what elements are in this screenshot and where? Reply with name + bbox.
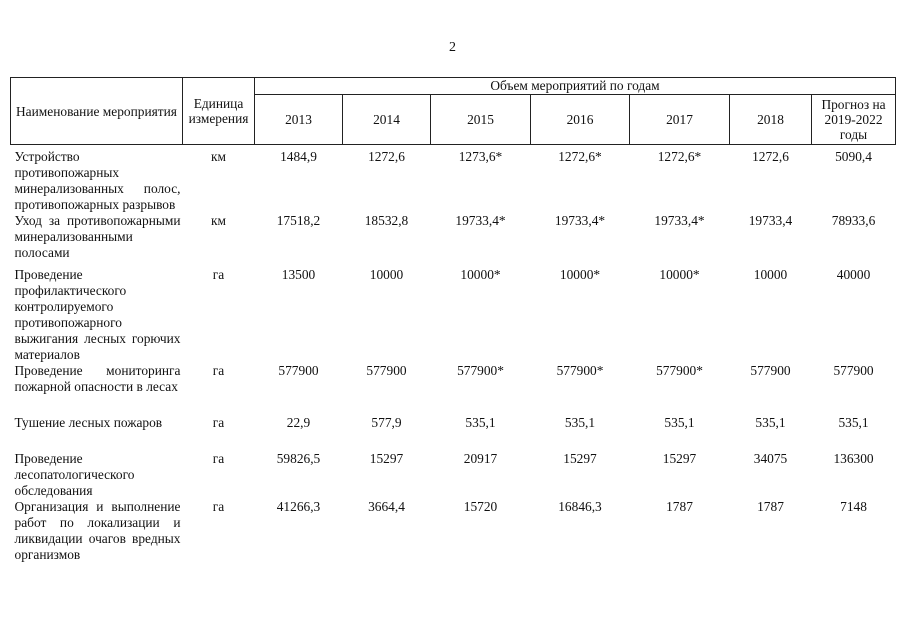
row-name: Проведение монито­ринга пожарной опас­но… <box>14 363 181 394</box>
row-value: 19733,4* <box>554 213 606 228</box>
row-value: 10000* <box>460 267 501 282</box>
row-value: 15720 <box>463 499 498 514</box>
row-name: Проведение профилак­тического контроли­р… <box>14 267 181 362</box>
table-row: Тушение лесных пожа­ров га 22,9 577,9 535,1 5… <box>11 415 896 451</box>
row-value: 1272,6* <box>657 149 702 164</box>
row-value: 40000 <box>836 267 871 282</box>
row-value: 15297 <box>662 451 697 466</box>
row-value: 59826,5 <box>276 451 321 466</box>
row-value: 18532,8 <box>364 213 409 228</box>
row-unit: га <box>212 415 225 430</box>
row-unit: га <box>212 499 225 514</box>
row-value: 1273,6* <box>458 149 503 164</box>
header-year: 2014 <box>342 94 431 145</box>
row-name: Организация и выпол­нение работ по локал… <box>14 499 181 562</box>
row-name: Проведение лесопато­логического обследов… <box>14 451 135 498</box>
header-year: 2018 <box>729 94 812 145</box>
table-row: Уход за противопожар­ными минерализо­ван… <box>11 213 896 267</box>
header-year: 2017 <box>629 94 730 145</box>
row-value: 17518,2 <box>276 213 321 228</box>
header-year: 2016 <box>530 94 630 145</box>
row-value: 577900 <box>833 363 874 378</box>
header-year: 2015 <box>430 94 531 145</box>
row-unit: га <box>212 267 225 282</box>
table-row: Устройство противо­пожарных минерализо­в… <box>11 145 896 214</box>
header-year: 2013 <box>254 94 343 145</box>
row-value: 41266,3 <box>276 499 321 514</box>
row-value: 577900 <box>366 363 407 378</box>
row-value: 19733,4 <box>748 213 793 228</box>
row-value: 19733,4* <box>654 213 705 228</box>
row-value: 535,1 <box>838 415 869 430</box>
row-value: 10000 <box>369 267 404 282</box>
row-unit: км <box>211 149 226 164</box>
row-name: Тушение лесных пожа­ров <box>14 415 163 430</box>
row-value: 1787 <box>757 499 784 514</box>
table-header: Наименование мероприятия Единица изме­ре… <box>10 77 897 145</box>
row-value: 34075 <box>753 451 788 466</box>
row-value: 22,9 <box>286 415 311 430</box>
row-value: 136300 <box>833 451 874 466</box>
row-value: 1272,6 <box>752 149 789 164</box>
row-value: 535,1 <box>465 415 496 430</box>
row-value: 10000* <box>659 267 700 282</box>
table-row: Организация и выпол­нение работ по локал… <box>11 499 896 589</box>
header-forecast: Прогноз на 2019-2022 годы <box>810 94 897 145</box>
row-value: 16846,3 <box>558 499 602 514</box>
row-value: 1272,6* <box>558 149 602 164</box>
row-value: 10000* <box>559 267 601 282</box>
row-value: 535,1 <box>664 415 695 430</box>
row-value: 20917 <box>463 451 498 466</box>
row-value: 78933,6 <box>831 213 876 228</box>
table-row: Проведение профилак­тического контроли­р… <box>11 267 896 363</box>
row-value: 577900* <box>656 363 703 378</box>
row-value: 1272,6 <box>368 149 405 164</box>
row-value: 577900 <box>278 363 319 378</box>
row-value: 7148 <box>840 499 867 514</box>
row-value: 1484,9 <box>280 149 317 164</box>
row-unit: га <box>212 451 225 466</box>
row-value: 15297 <box>369 451 404 466</box>
header-unit: Единица изме­ре­ния <box>182 77 255 145</box>
row-name: Уход за противопожар­ными минерализо­ван… <box>14 213 181 260</box>
row-value: 10000 <box>753 267 788 282</box>
row-value: 1787 <box>666 499 693 514</box>
page-number: 2 <box>449 40 456 55</box>
row-value: 3664,4 <box>368 499 405 514</box>
row-value: 577,9 <box>371 415 402 430</box>
measures-table: Наименование мероприятия Единица изме­ре… <box>10 77 897 590</box>
table-body: Устройство противо­пожарных минерализо­в… <box>11 145 896 590</box>
row-value: 19733,4* <box>455 213 506 228</box>
header-name: Наименование мероприятия <box>10 77 183 145</box>
row-value: 535,1 <box>564 415 596 430</box>
row-value: 535,1 <box>755 415 786 430</box>
row-value: 577900* <box>457 363 504 378</box>
row-value: 13500 <box>281 267 316 282</box>
row-value: 577900 <box>750 363 791 378</box>
table-row: Проведение лесопато­логического обследов… <box>11 451 896 499</box>
row-value: 577900* <box>556 363 604 378</box>
row-value: 5090,4 <box>835 149 872 164</box>
row-unit: км <box>211 213 226 228</box>
row-value: 15297 <box>563 451 597 466</box>
row-unit: га <box>212 363 225 378</box>
table-row: Проведение монито­ринга пожарной опас­но… <box>11 363 896 415</box>
row-name: Устройство противо­пожарных минерализо­в… <box>14 149 181 212</box>
header-group: Объем мероприятий по годам <box>253 77 897 95</box>
